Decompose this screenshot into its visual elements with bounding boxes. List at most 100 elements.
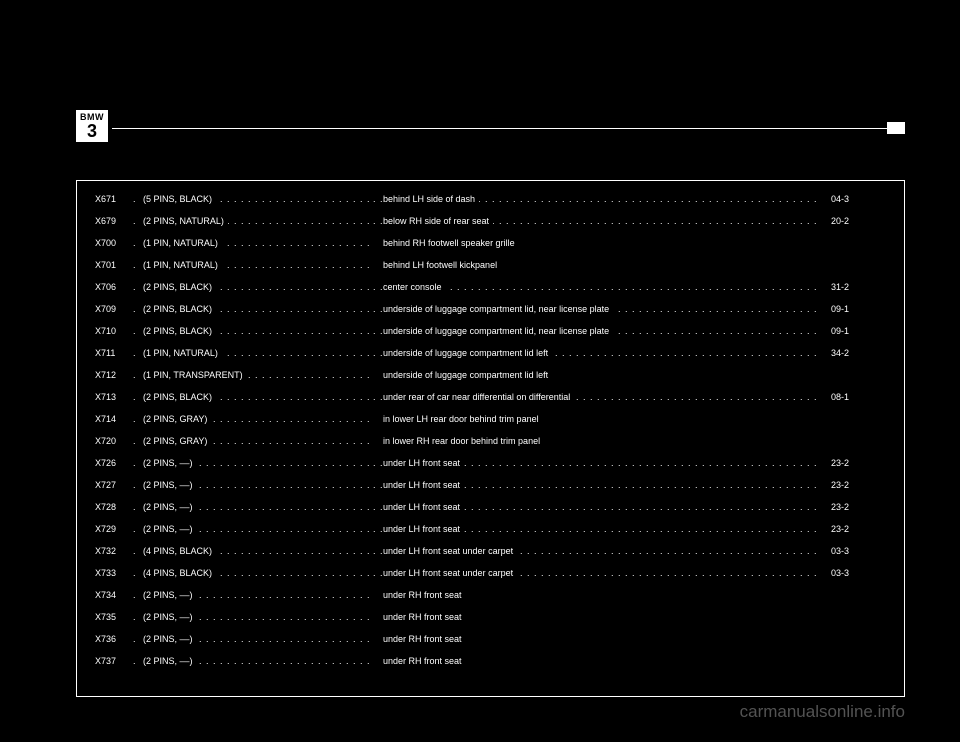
- connector-location: under LH front seat under carpet: [373, 547, 821, 556]
- connector-location: under LH front seat: [373, 481, 821, 490]
- bmw-logo: BMW 3: [76, 110, 108, 142]
- connector-location: underside of luggage compartment lid, ne…: [373, 327, 821, 336]
- table-row: X720.(2 PINS, GRAY)in lower RH rear door…: [95, 437, 886, 446]
- table-row: X701.(1 PIN, NATURAL)behind LH footwell …: [95, 261, 886, 270]
- dot: .: [133, 547, 143, 556]
- header-rule: [112, 128, 905, 129]
- connector-id: X734: [95, 591, 133, 600]
- table-row: X700.(1 PIN, NATURAL)behind RH footwell …: [95, 239, 886, 248]
- table-row: X733.(4 PINS, BLACK)under LH front seat …: [95, 569, 886, 578]
- page-ref: 23-2: [821, 459, 886, 468]
- connector-id: X709: [95, 305, 133, 314]
- connector-location: under RH front seat: [373, 591, 821, 600]
- connector-id: X711: [95, 349, 133, 358]
- connector-id: X714: [95, 415, 133, 424]
- table-row: X727.(2 PINS, ––)under LH front seat23-2: [95, 481, 886, 490]
- page-tab: [887, 122, 905, 134]
- dot: .: [133, 217, 143, 226]
- connector-location: under LH front seat: [373, 459, 821, 468]
- page-ref: 04-3: [821, 195, 886, 204]
- connector-spec: (2 PINS, ––): [143, 635, 373, 644]
- table-row: X735.(2 PINS, ––)under RH front seat: [95, 613, 886, 622]
- table-row: X737.(2 PINS, ––)under RH front seat: [95, 657, 886, 666]
- table-row: X671.(5 PINS, BLACK)behind LH side of da…: [95, 195, 886, 204]
- connector-location: behind LH side of dash: [373, 195, 821, 204]
- connector-spec: (1 PIN, NATURAL): [143, 261, 373, 270]
- connector-spec: (2 PINS, ––): [143, 657, 373, 666]
- table-row: X734.(2 PINS, ––)under RH front seat: [95, 591, 886, 600]
- connector-spec: (2 PINS, ––): [143, 503, 373, 512]
- connector-spec: (2 PINS, ––): [143, 481, 373, 490]
- connector-table: X671.(5 PINS, BLACK)behind LH side of da…: [76, 180, 905, 697]
- connector-id: X732: [95, 547, 133, 556]
- connector-location: underside of luggage compartment lid, ne…: [373, 305, 821, 314]
- connector-location: under LH front seat under carpet: [373, 569, 821, 578]
- connector-spec: (2 PINS, GRAY): [143, 437, 373, 446]
- dot: .: [133, 437, 143, 446]
- connector-location: behind RH footwell speaker grille: [373, 239, 821, 248]
- connector-id: X710: [95, 327, 133, 336]
- page-ref: 23-2: [821, 503, 886, 512]
- connector-id: X726: [95, 459, 133, 468]
- table-row: X714.(2 PINS, GRAY)in lower LH rear door…: [95, 415, 886, 424]
- connector-location: under LH front seat: [373, 525, 821, 534]
- page-ref: 31-2: [821, 283, 886, 292]
- connector-location: in lower RH rear door behind trim panel: [373, 437, 821, 446]
- dot: .: [133, 525, 143, 534]
- dot: .: [133, 195, 143, 204]
- table-row: X726.(2 PINS, ––)under LH front seat23-2: [95, 459, 886, 468]
- connector-location: underside of luggage compartment lid lef…: [373, 371, 821, 380]
- dot: .: [133, 481, 143, 490]
- table-row: X736.(2 PINS, ––)under RH front seat: [95, 635, 886, 644]
- connector-location: under LH front seat: [373, 503, 821, 512]
- connector-spec: (2 PINS, NATURAL): [143, 217, 373, 226]
- connector-location: center console: [373, 283, 821, 292]
- connector-location: underside of luggage compartment lid lef…: [373, 349, 821, 358]
- dot: .: [133, 239, 143, 248]
- connector-id: X679: [95, 217, 133, 226]
- dot: .: [133, 393, 143, 402]
- dot: .: [133, 305, 143, 314]
- connector-location: below RH side of rear seat: [373, 217, 821, 226]
- connector-id: X728: [95, 503, 133, 512]
- connector-location: in lower LH rear door behind trim panel: [373, 415, 821, 424]
- connector-id: X700: [95, 239, 133, 248]
- connector-spec: (2 PINS, ––): [143, 525, 373, 534]
- dot: .: [133, 283, 143, 292]
- table-row: X712.(1 PIN, TRANSPARENT)underside of lu…: [95, 371, 886, 380]
- table-row: X711.(1 PIN, NATURAL)underside of luggag…: [95, 349, 886, 358]
- connector-location: under RH front seat: [373, 635, 821, 644]
- dot: .: [133, 503, 143, 512]
- connector-id: X706: [95, 283, 133, 292]
- logo-bottom: 3: [87, 122, 97, 140]
- page-ref: 34-2: [821, 349, 886, 358]
- connector-id: X727: [95, 481, 133, 490]
- connector-spec: (1 PIN, NATURAL): [143, 349, 373, 358]
- dot: .: [133, 415, 143, 424]
- connector-location: under RH front seat: [373, 613, 821, 622]
- page-ref: 20-2: [821, 217, 886, 226]
- connector-spec: (2 PINS, BLACK): [143, 283, 373, 292]
- page-ref: 08-1: [821, 393, 886, 402]
- dot: .: [133, 635, 143, 644]
- connector-spec: (2 PINS, BLACK): [143, 393, 373, 402]
- page-ref: 03-3: [821, 547, 886, 556]
- connector-spec: (4 PINS, BLACK): [143, 569, 373, 578]
- connector-id: X671: [95, 195, 133, 204]
- connector-spec: (1 PIN, NATURAL): [143, 239, 373, 248]
- table-row: X713.(2 PINS, BLACK)under rear of car ne…: [95, 393, 886, 402]
- table-row: X732.(4 PINS, BLACK)under LH front seat …: [95, 547, 886, 556]
- dot: .: [133, 459, 143, 468]
- table-row: X706.(2 PINS, BLACK)center console31-2: [95, 283, 886, 292]
- connector-id: X729: [95, 525, 133, 534]
- connector-spec: (1 PIN, TRANSPARENT): [143, 371, 373, 380]
- dot: .: [133, 591, 143, 600]
- table-row: X679.(2 PINS, NATURAL)below RH side of r…: [95, 217, 886, 226]
- connector-location: behind LH footwell kickpanel: [373, 261, 821, 270]
- dot: .: [133, 261, 143, 270]
- page-ref: 09-1: [821, 327, 886, 336]
- page-ref: 09-1: [821, 305, 886, 314]
- table-row: X709.(2 PINS, BLACK)underside of luggage…: [95, 305, 886, 314]
- connector-id: X720: [95, 437, 133, 446]
- connector-id: X712: [95, 371, 133, 380]
